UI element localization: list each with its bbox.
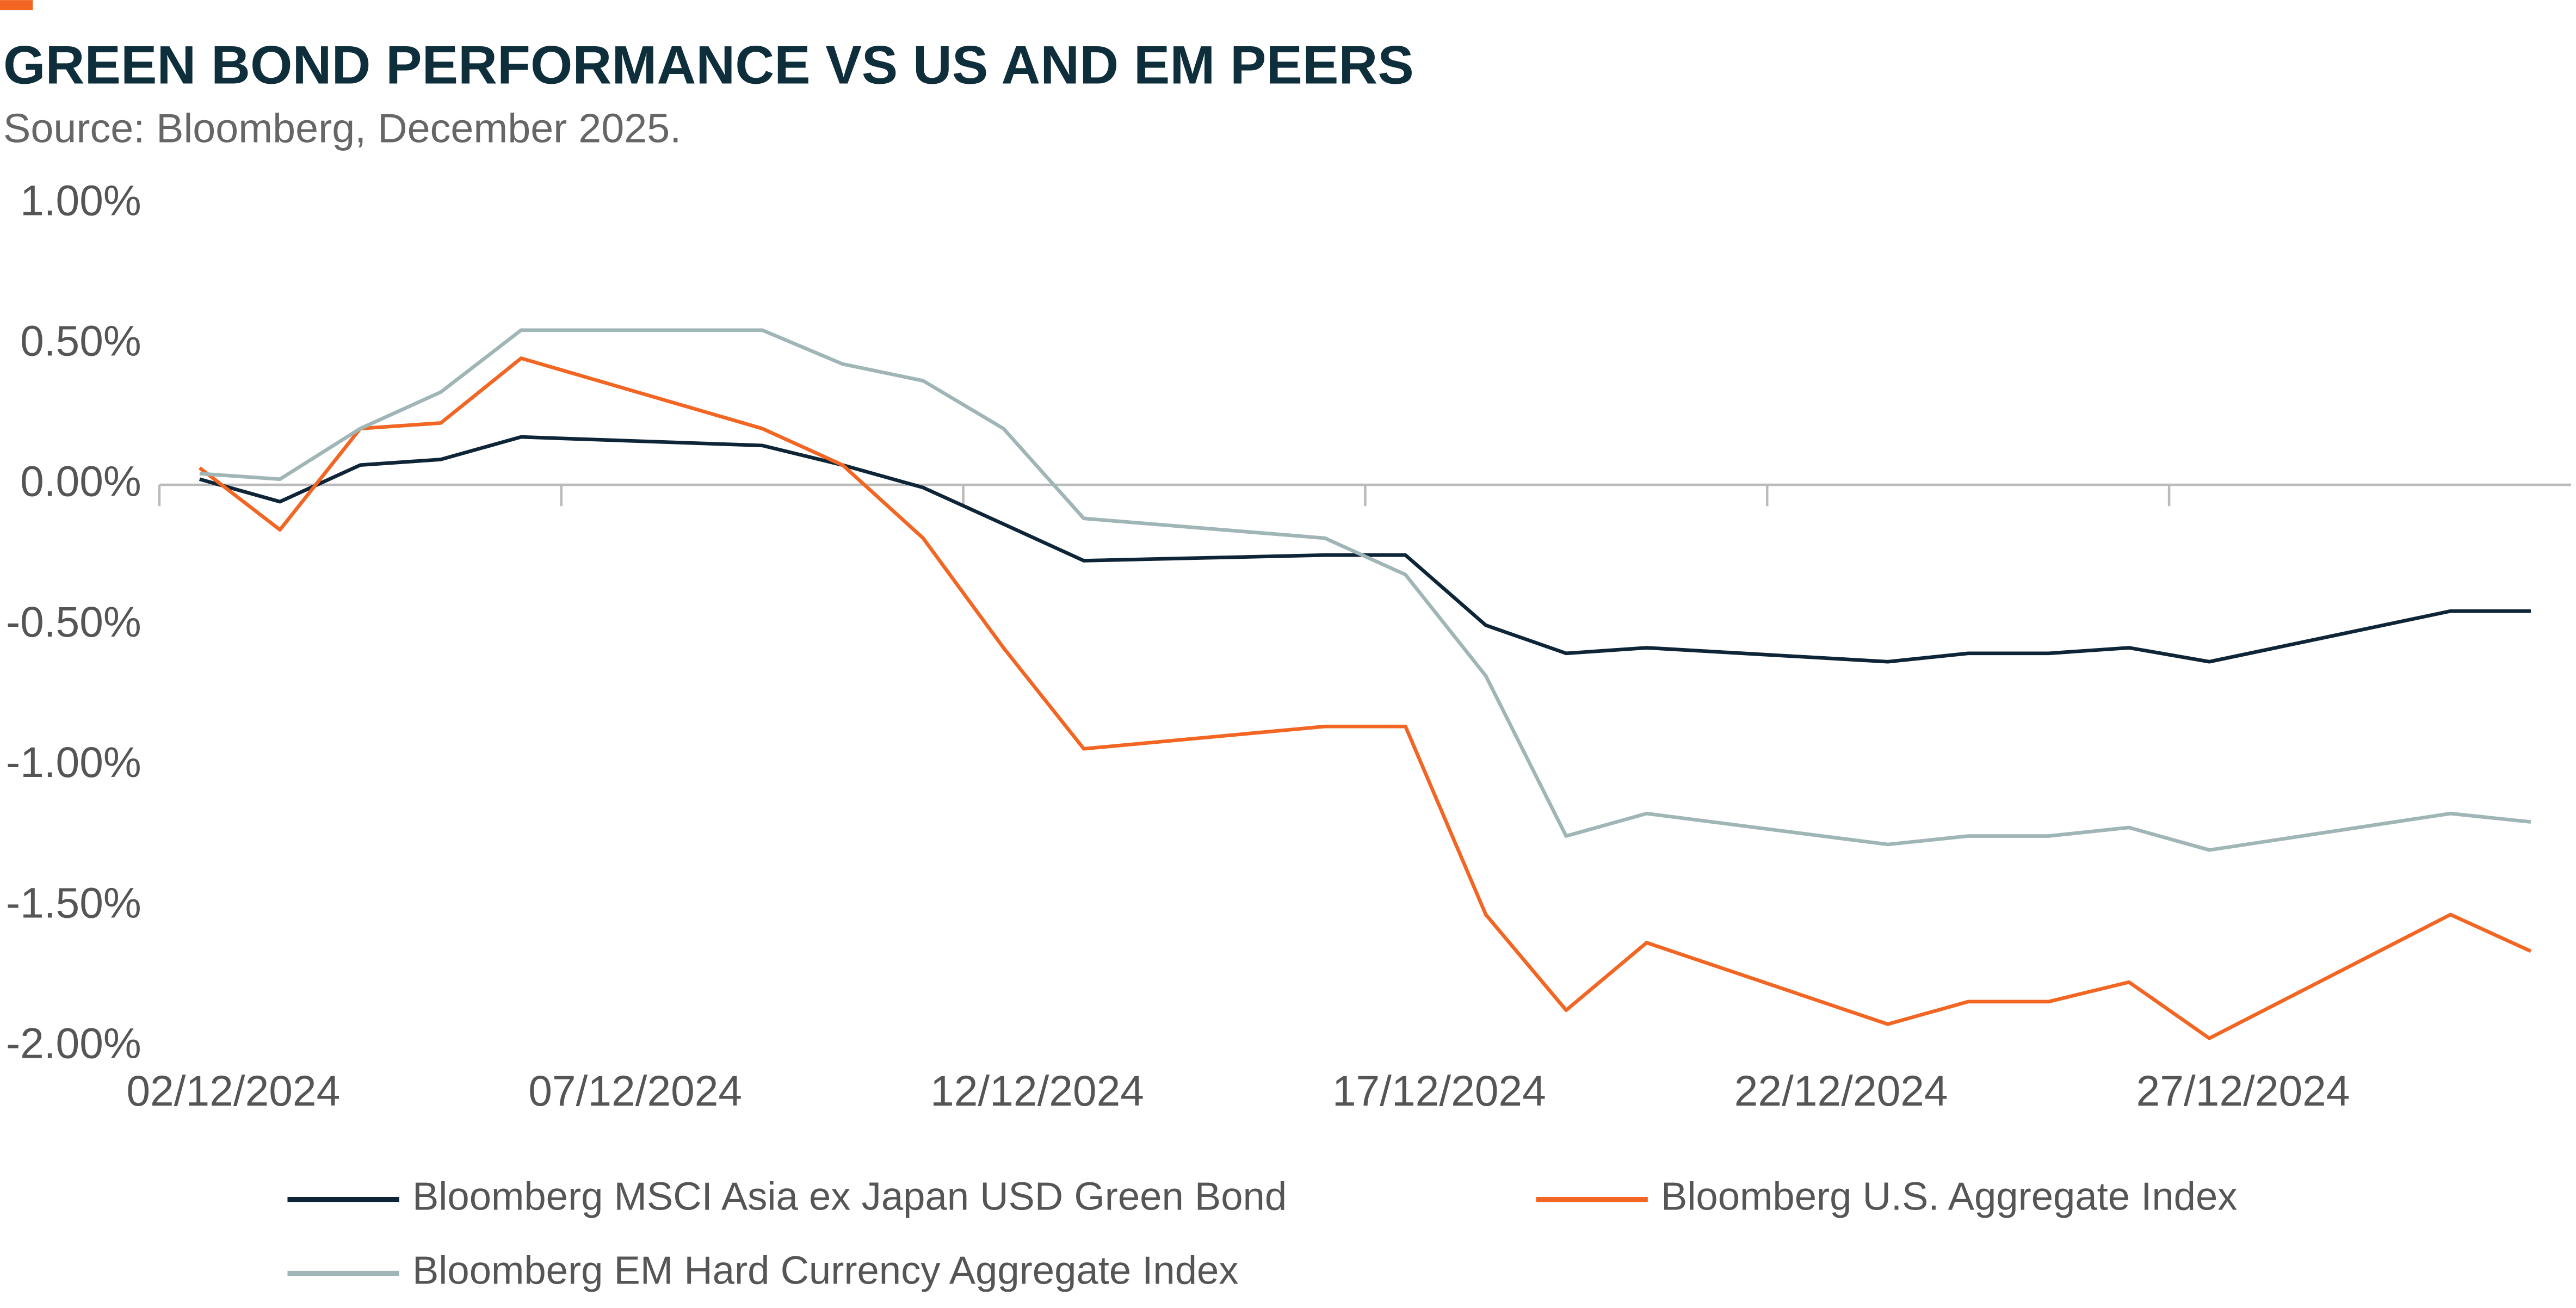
x-tick-label: 17/12/2024 [1332, 1067, 1546, 1115]
chart-title: GREEN BOND PERFORMANCE VS US AND EM PEER… [3, 35, 1414, 95]
y-tick-label: 0.00% [20, 458, 141, 505]
y-tick-label: 0.50% [20, 317, 141, 365]
y-tick-label: -1.50% [6, 879, 141, 927]
chart-subtitle: Source: Bloomberg, December 2025. [3, 106, 681, 151]
y-tick-label: 1.00% [20, 176, 141, 224]
series-line [199, 435, 2531, 664]
x-tick-label: 22/12/2024 [1734, 1067, 1948, 1115]
x-tick-label: 07/12/2024 [528, 1067, 742, 1115]
y-tick-label: -1.00% [6, 738, 141, 786]
x-tick-label: 27/12/2024 [2136, 1067, 2350, 1115]
series-line [199, 328, 2531, 852]
series-line [198, 356, 2532, 1040]
x-tick-label: 02/12/2024 [126, 1067, 340, 1115]
legend-label: Bloomberg MSCI Asia ex Japan USD Green B… [412, 1175, 1287, 1219]
y-tick-label: -2.00% [6, 1019, 141, 1067]
accent-bar [0, 0, 33, 10]
legend-label: Bloomberg EM Hard Currency Aggregate Ind… [412, 1249, 1239, 1293]
legend-label: Bloomberg U.S. Aggregate Index [1661, 1175, 2238, 1219]
x-tick-label: 12/12/2024 [930, 1067, 1144, 1115]
y-tick-label: -0.50% [6, 598, 141, 646]
